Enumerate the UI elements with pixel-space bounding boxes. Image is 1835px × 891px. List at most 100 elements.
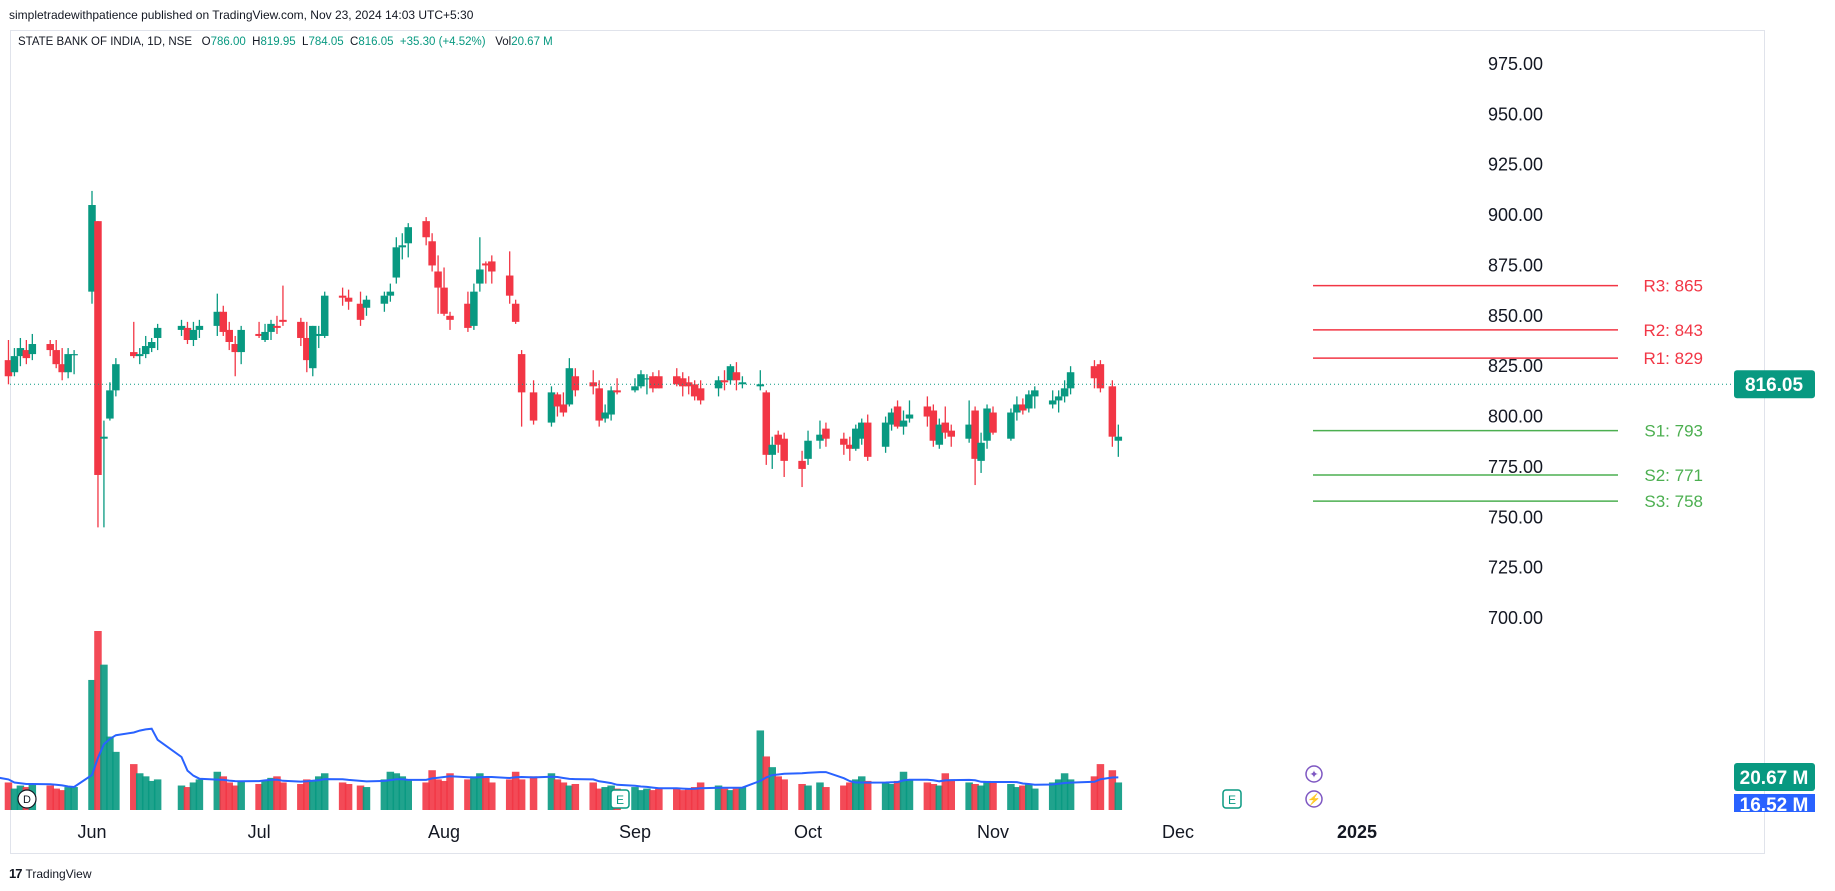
- symbol-title: STATE BANK OF INDIA, 1D, NSE: [18, 36, 193, 48]
- volume-bar: [314, 776, 323, 810]
- candle-body: [893, 406, 902, 427]
- candle-body: [112, 364, 120, 391]
- time-axis-tick: Sep: [619, 822, 651, 842]
- candle-body: [135, 354, 144, 357]
- candle-body: [58, 364, 66, 373]
- candle-body: [440, 287, 448, 314]
- candle-body: [929, 410, 938, 441]
- volume-bar: [559, 782, 568, 810]
- candle-body: [279, 319, 287, 322]
- candle-body: [816, 434, 824, 441]
- volume-bar: [100, 664, 108, 810]
- time-axis-tick: Dec: [1162, 822, 1194, 842]
- ideas-marker-glyph: ✦: [1309, 769, 1318, 781]
- price-axis-tick: 875.00: [1488, 255, 1543, 275]
- candle-body: [320, 295, 329, 336]
- volume-bar: [714, 785, 723, 810]
- price-axis-tick: 925.00: [1488, 155, 1543, 175]
- candle-body: [517, 354, 526, 393]
- candle-body: [649, 376, 657, 389]
- candle-body: [607, 390, 615, 415]
- volume-bar: [673, 788, 681, 810]
- volume-bar: [529, 776, 538, 810]
- open-label: O: [201, 36, 211, 48]
- volume-bar: [1108, 770, 1117, 810]
- volume-bar: [923, 782, 932, 810]
- candle-body: [505, 275, 514, 296]
- volume-bar: [273, 776, 281, 810]
- volume-bar: [1060, 773, 1069, 810]
- volume-bar: [804, 785, 812, 810]
- candle-body: [338, 295, 347, 298]
- volume-bar: [547, 773, 556, 810]
- candle-body: [1013, 404, 1021, 413]
- volume-bar: [398, 776, 407, 810]
- candle-body: [1090, 366, 1099, 379]
- candle-body: [977, 442, 985, 461]
- volume-bar: [655, 788, 663, 810]
- volume-bar: [1090, 776, 1099, 810]
- candle-body: [147, 342, 156, 349]
- volume-bar: [4, 782, 13, 810]
- candle-body: [1096, 364, 1105, 389]
- candle-body: [923, 406, 932, 417]
- candle-body: [309, 325, 317, 369]
- candle-body: [94, 221, 102, 475]
- volume-bar: [261, 780, 269, 810]
- volume-value: 20.67 M: [511, 36, 553, 48]
- earnings-marker-glyph: E: [616, 793, 624, 807]
- chart-frame[interactable]: [10, 30, 1765, 854]
- candle-body: [774, 434, 782, 445]
- volume-bar: [1066, 779, 1075, 810]
- volume-bar: [935, 785, 944, 810]
- earnings-marker-glyph: E: [1228, 793, 1236, 807]
- candle-body: [22, 350, 31, 359]
- close-label: C: [350, 36, 359, 48]
- candle-body: [589, 382, 597, 387]
- support-level-label: S1: 793: [1644, 422, 1703, 441]
- candle-body: [881, 422, 890, 447]
- volume-bar: [476, 773, 484, 810]
- volume-bar: [816, 782, 824, 810]
- volume-bar: [726, 790, 735, 810]
- price-axis-tick: 700.00: [1488, 608, 1543, 628]
- volume-bar: [965, 782, 973, 810]
- volume-bar: [1054, 779, 1063, 810]
- volume-bar: [297, 783, 305, 810]
- candle-body: [237, 329, 245, 353]
- volume-badge-text: 20.67 M: [1740, 768, 1809, 789]
- flash-marker-glyph: ⚡: [1307, 793, 1321, 806]
- candle-body: [482, 263, 490, 266]
- candle-body: [905, 414, 914, 419]
- candle-body: [780, 438, 788, 461]
- price-axis-tick: 850.00: [1488, 306, 1543, 326]
- volume-bar: [649, 790, 657, 810]
- volume-bar: [446, 773, 454, 810]
- volume-bar: [505, 779, 514, 810]
- volume-ma-badge: [1734, 794, 1815, 812]
- support-level-label: S3: 758: [1644, 492, 1703, 511]
- candle-body: [386, 291, 395, 296]
- candle-body: [738, 382, 747, 385]
- candle-body: [16, 348, 25, 357]
- volume-bar: [130, 764, 138, 810]
- candle-body: [595, 388, 603, 421]
- candle-body: [356, 303, 365, 320]
- candle-body: [446, 315, 454, 320]
- candle-body: [422, 221, 430, 238]
- low-label: L: [302, 36, 309, 48]
- volume-bar: [46, 785, 54, 810]
- volume-bar: [482, 777, 490, 810]
- dividend-marker-icon-glyph: D: [23, 794, 31, 806]
- time-axis-tick: 2025: [1337, 822, 1377, 842]
- volume-bar: [88, 679, 96, 810]
- candle-body: [1114, 436, 1123, 441]
- volume-bar: [977, 785, 985, 810]
- volume-bar: [177, 785, 186, 810]
- volume-bar: [1025, 783, 1033, 810]
- tradingview-footer[interactable]: 17 TradingView: [9, 866, 92, 881]
- candle-body: [989, 412, 997, 433]
- volume-bar: [511, 771, 520, 810]
- candle-body: [470, 291, 478, 326]
